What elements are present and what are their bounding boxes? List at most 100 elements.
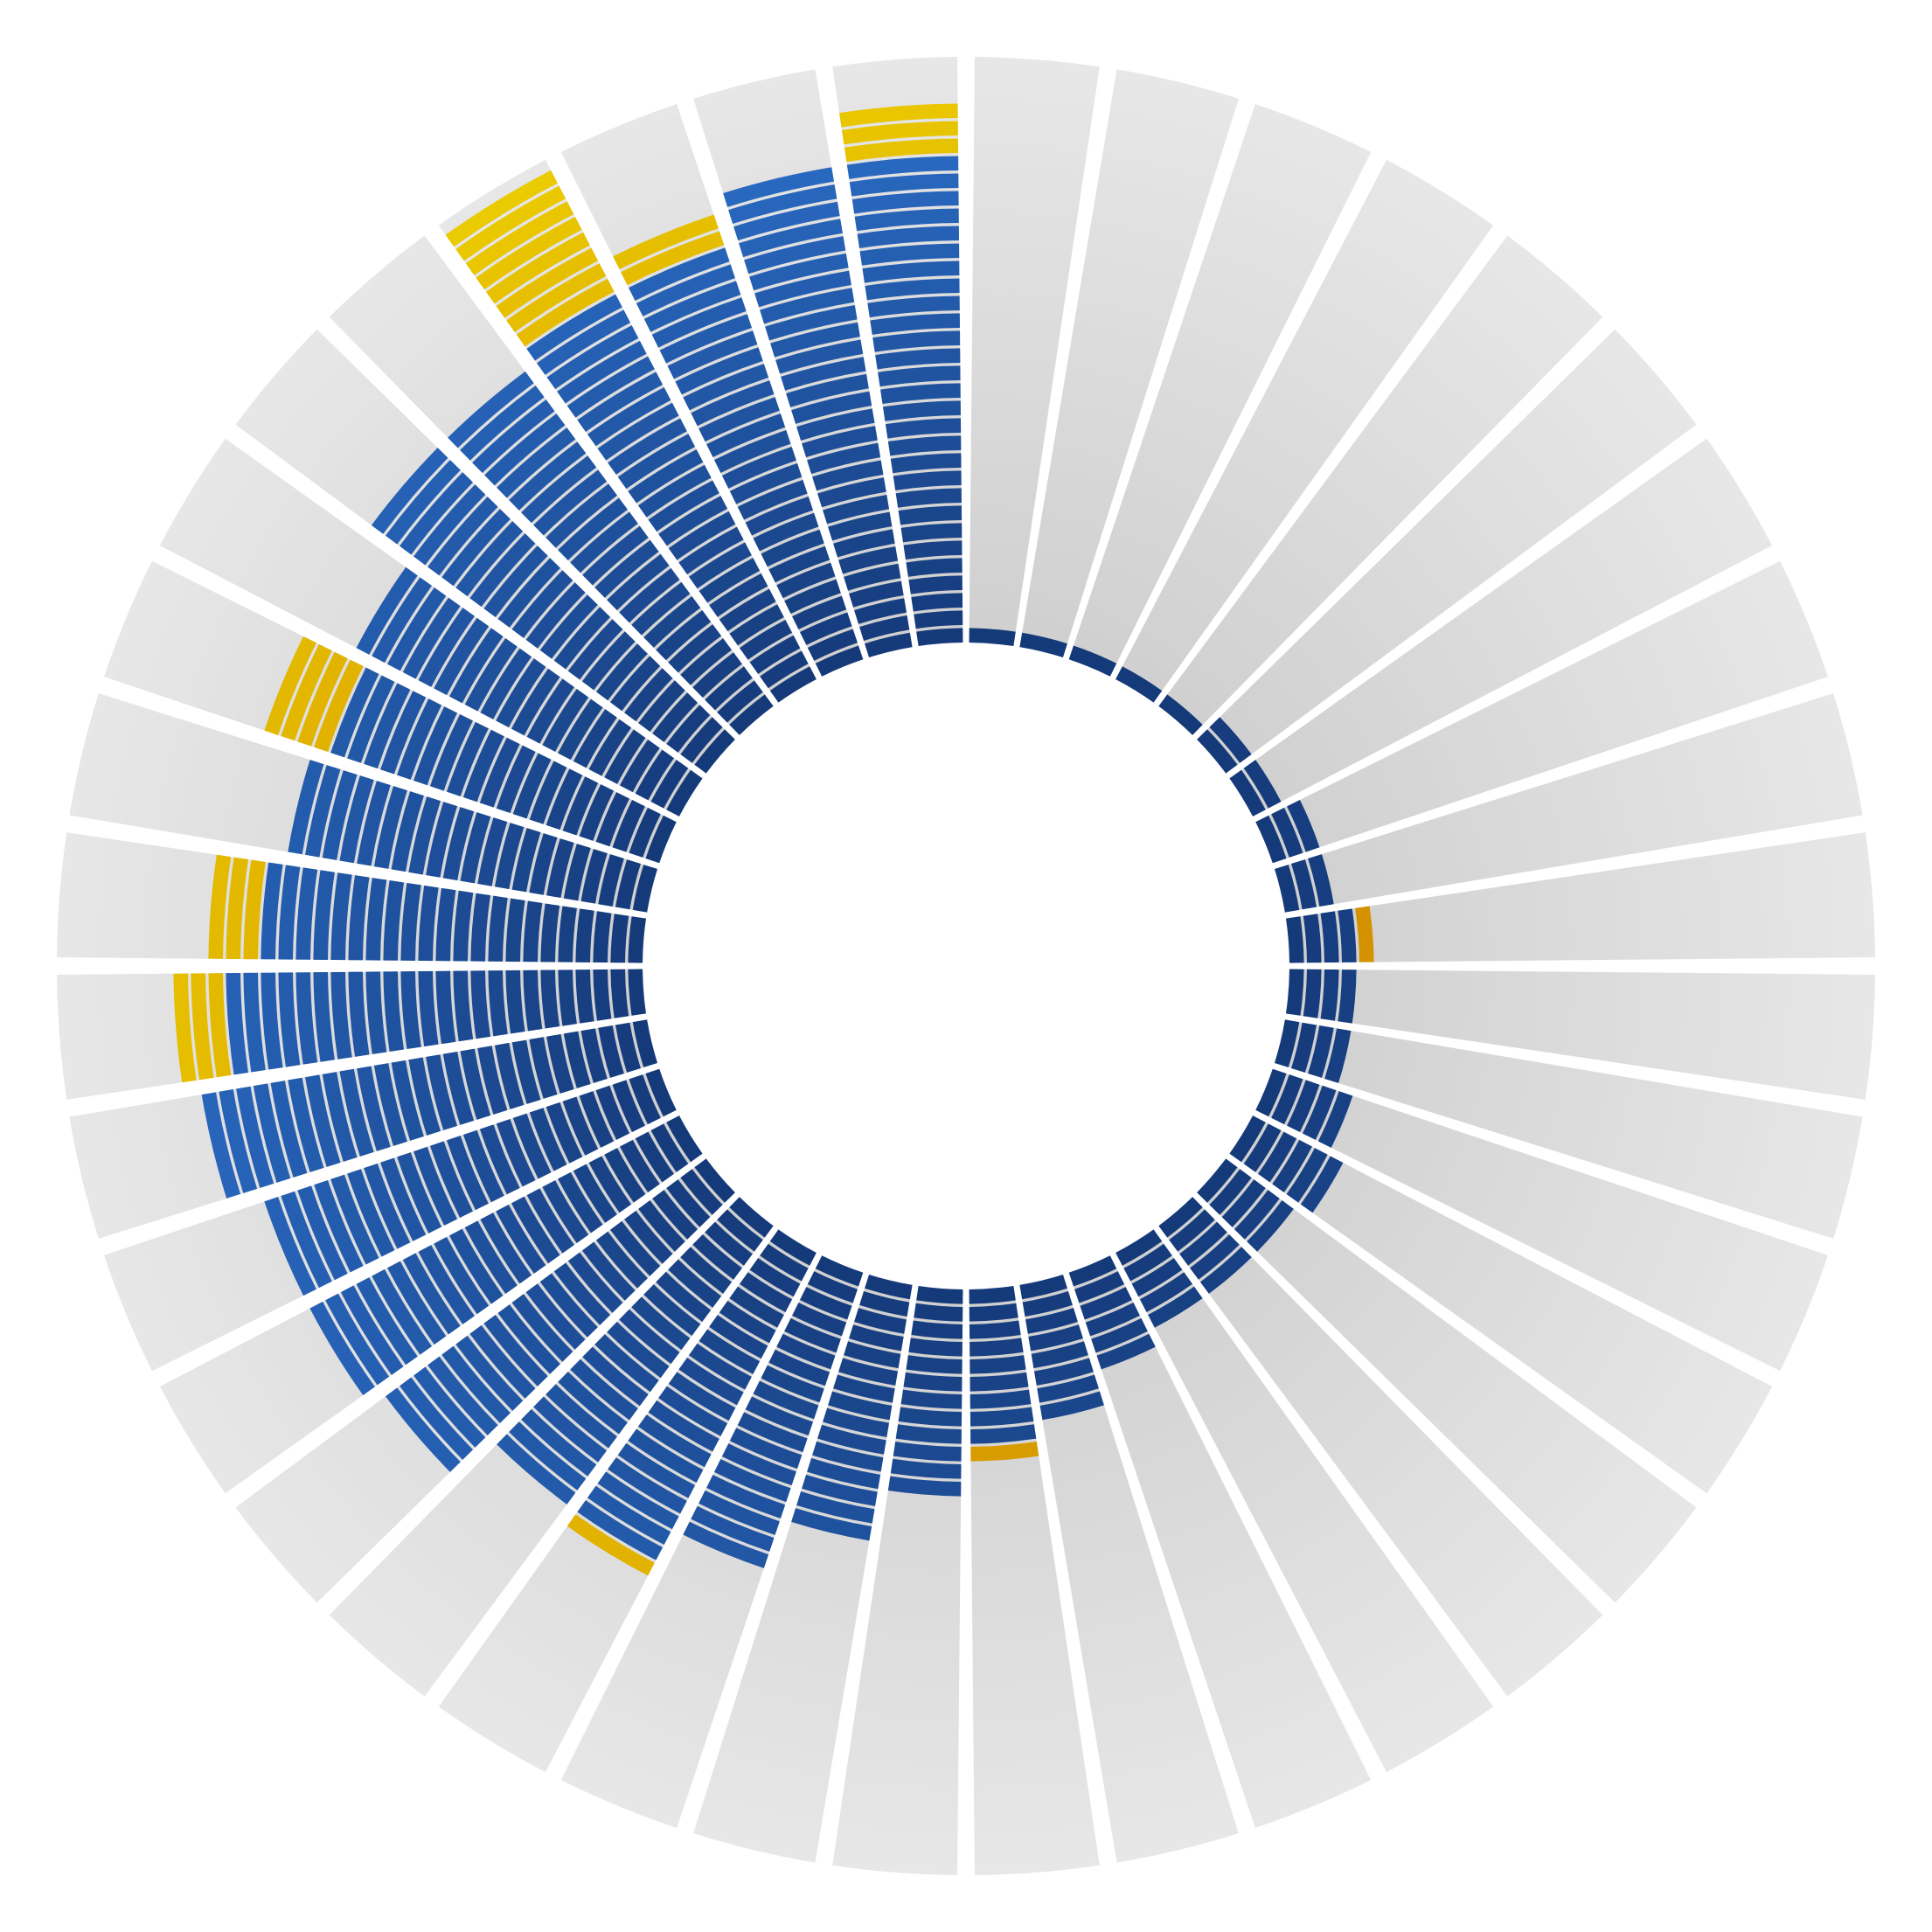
blue-unit-cell (658, 496, 728, 546)
blue-unit-cell (833, 529, 895, 558)
blue-unit-cell (629, 247, 730, 301)
yellow-unit-cell (516, 278, 615, 347)
blue-unit-cell (620, 739, 660, 793)
blue-unit-cell (372, 577, 433, 664)
blue-unit-cell (540, 969, 560, 1029)
yellow-unit-cell (297, 651, 348, 747)
blue-unit-cell (573, 709, 617, 768)
blue-unit-cell (1091, 1317, 1148, 1353)
blue-unit-cell (477, 1046, 508, 1115)
segment-background (1255, 560, 1828, 864)
blue-unit-cell (579, 784, 615, 841)
blue-unit-cell (612, 799, 645, 852)
blue-unit-cell (775, 339, 864, 374)
blue-unit-cell (460, 385, 545, 461)
blue-unit-cell (817, 1424, 886, 1455)
blue-unit-cell (885, 418, 962, 439)
blue-unit-cell (638, 1199, 685, 1252)
blue-unit-cell (624, 668, 673, 722)
blue-unit-cell (776, 562, 836, 599)
blue-unit-cell (717, 1209, 763, 1252)
blue-unit-cell (624, 1210, 673, 1264)
blue-unit-cell (595, 792, 630, 847)
blue-unit-cell (916, 628, 963, 647)
blue-unit-cell (479, 1124, 520, 1195)
blue-unit-cell (754, 270, 851, 308)
yellow-unit-cell (621, 231, 725, 286)
blue-unit-cell (356, 1277, 418, 1366)
blue-unit-cell (497, 427, 576, 498)
blue-unit-cell (435, 887, 456, 962)
blue-unit-cell (865, 632, 913, 658)
blue-unit-cell (529, 761, 567, 824)
blue-unit-cell (496, 658, 546, 728)
blue-unit-cell (588, 719, 632, 776)
yellow-unit-cell (566, 1514, 655, 1576)
blue-unit-cell (587, 387, 671, 447)
blue-unit-cell (799, 1287, 852, 1320)
blue-unit-cell (546, 1102, 583, 1164)
blue-unit-cell (749, 1258, 801, 1297)
yellow-unit-cell (476, 217, 582, 290)
blue-unit-cell (859, 243, 960, 266)
blue-unit-cell (1028, 1324, 1083, 1352)
blue-unit-cell (870, 313, 960, 335)
blue-unit-cell (348, 971, 370, 1057)
blue-unit-cell (1139, 1272, 1193, 1312)
segment-background (1255, 1068, 1828, 1372)
blue-unit-cell (1287, 799, 1320, 852)
blue-unit-cell (859, 615, 910, 641)
blue-unit-cell (505, 969, 525, 1034)
blue-unit-cell (1039, 1391, 1104, 1421)
blue-unit-cell (739, 1272, 793, 1312)
blue-unit-cell (567, 619, 623, 680)
blue-unit-cell (1302, 1085, 1337, 1140)
blue-unit-cell (914, 1303, 963, 1322)
blue-unit-cell (823, 1407, 890, 1438)
blue-unit-cell (1123, 1243, 1172, 1282)
blue-unit-cell (666, 1179, 711, 1227)
blue-unit-cell (1085, 1302, 1140, 1337)
yellow-unit-cell (839, 103, 958, 128)
blue-unit-cell (347, 675, 395, 763)
blue-unit-cell (496, 1204, 546, 1274)
blue-unit-cell (558, 698, 603, 761)
blue-unit-cell (1274, 1019, 1300, 1067)
blue-unit-cell (698, 558, 761, 603)
blue-unit-cell (615, 1022, 641, 1073)
blue-unit-cell (546, 325, 639, 390)
blue-unit-cell (638, 680, 685, 733)
blue-unit-cell (385, 1387, 461, 1472)
blue-unit-cell (911, 1320, 963, 1339)
blue-unit-cell (1197, 729, 1238, 774)
blue-unit-cell (666, 1115, 703, 1163)
blue-unit-cell (713, 429, 791, 473)
blue-unit-cell (243, 972, 266, 1073)
blue-unit-cell (906, 1355, 963, 1374)
blue-unit-cell (969, 1338, 1024, 1357)
blue-unit-cell (890, 453, 962, 474)
blue-unit-cell (969, 1303, 1018, 1322)
blue-unit-cell (288, 760, 324, 855)
blue-unit-cell (729, 604, 784, 646)
blue-unit-cell (802, 426, 878, 458)
blue-unit-cell (455, 1335, 524, 1411)
blue-unit-cell (1074, 1271, 1125, 1303)
blue-unit-cell (817, 477, 886, 508)
blue-unit-cell (525, 1283, 586, 1350)
blue-unit-cell (598, 1025, 624, 1078)
blue-unit-cell (792, 595, 847, 630)
blue-unit-cell (791, 1508, 872, 1541)
blue-unit-cell (706, 414, 786, 458)
blue-unit-cell (705, 666, 753, 711)
blue-unit-cell (637, 1414, 712, 1468)
blue-unit-cell (688, 542, 752, 589)
blue-unit-cell (402, 597, 461, 679)
blue-unit-cell (645, 815, 677, 864)
blue-unit-cell (1033, 1358, 1094, 1386)
blue-unit-cell (462, 1129, 504, 1203)
blue-unit-cell (781, 357, 866, 391)
blue-unit-cell (872, 330, 961, 352)
yellow-unit-cell (226, 857, 249, 960)
blue-unit-cell (529, 1037, 558, 1099)
